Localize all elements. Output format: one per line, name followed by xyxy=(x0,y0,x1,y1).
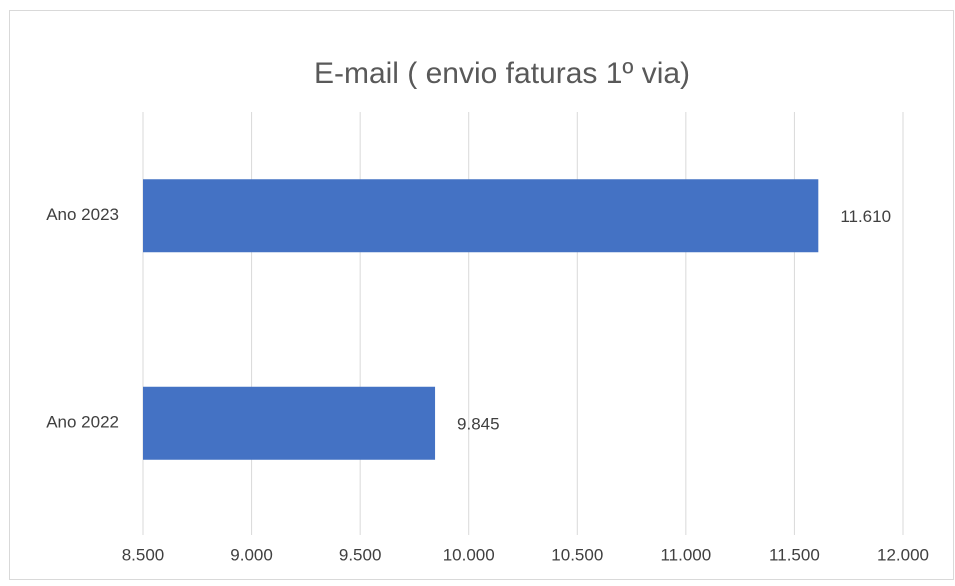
bar xyxy=(143,179,819,253)
x-tick-label: 10.000 xyxy=(443,545,495,564)
chart-border xyxy=(9,10,954,580)
y-tick-label: Ano 2023 xyxy=(46,205,119,224)
data-label: 9.845 xyxy=(457,415,500,434)
x-tick-label: 8.500 xyxy=(122,545,165,564)
data-label: 11.610 xyxy=(840,207,891,226)
chart-title: E-mail ( envio faturas 1º via) xyxy=(314,57,690,90)
x-tick-label: 9.000 xyxy=(230,545,273,564)
x-tick-label: 11.500 xyxy=(769,545,820,564)
bar xyxy=(143,386,436,460)
x-tick-label: 11.000 xyxy=(660,545,711,564)
y-tick-label: Ano 2022 xyxy=(46,413,119,432)
x-tick-label: 12.000 xyxy=(877,545,929,564)
x-tick-label: 9.500 xyxy=(339,545,382,564)
x-tick-label: 10.500 xyxy=(551,545,603,564)
